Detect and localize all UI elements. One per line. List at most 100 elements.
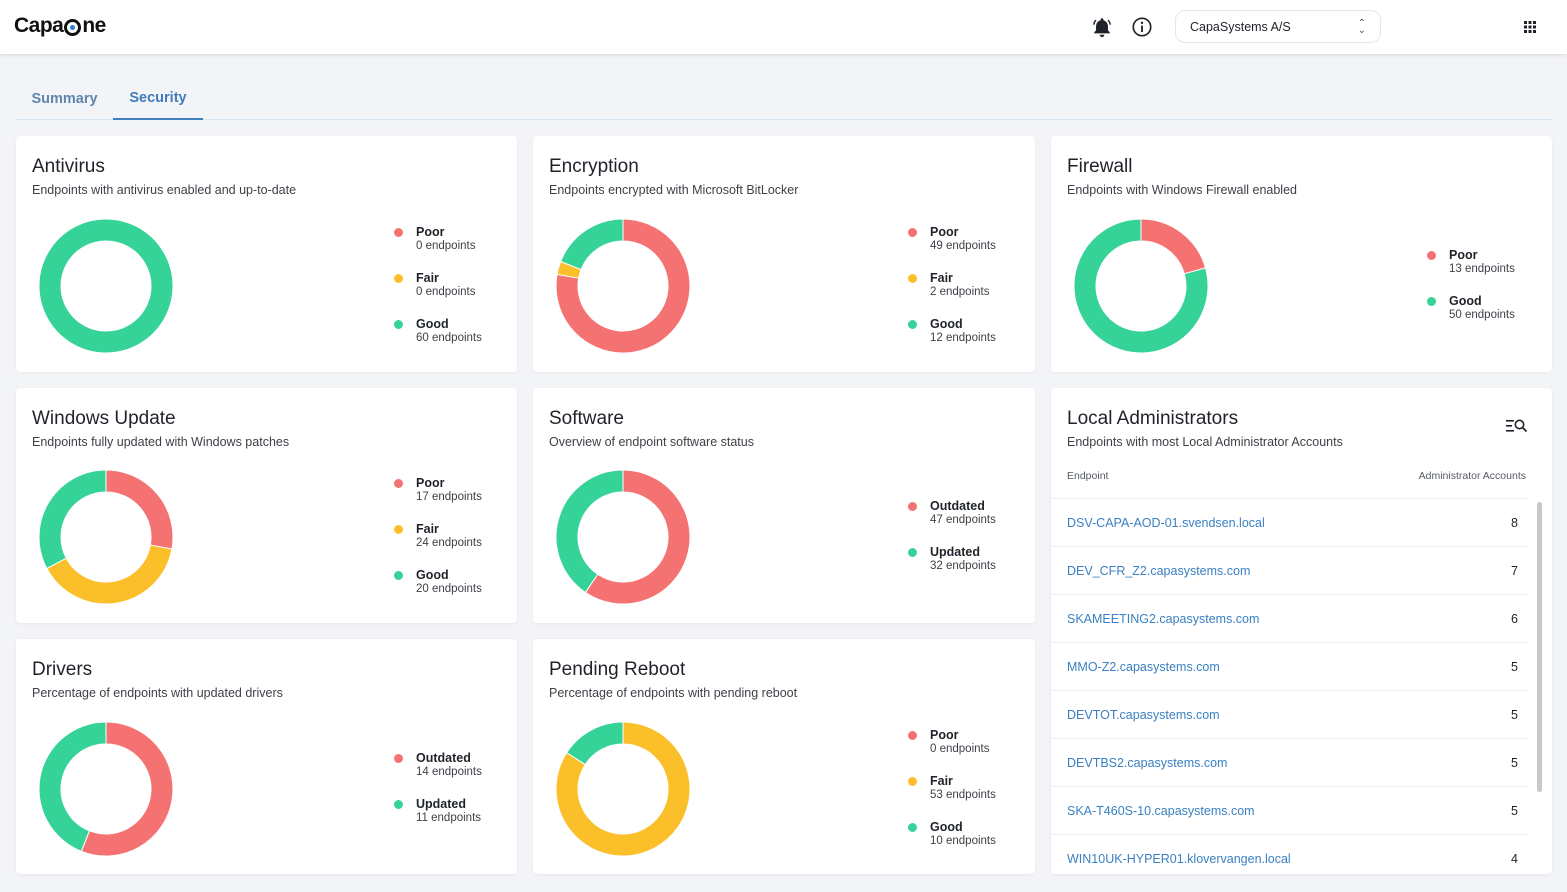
table-row: DSV-CAPA-AOD-01.svendsen.local 8 xyxy=(1051,498,1528,546)
legend-label: Good xyxy=(930,317,963,331)
tab-summary[interactable]: Summary xyxy=(31,91,98,107)
donut-slice-outdated[interactable] xyxy=(80,721,174,857)
admin-account-count: 6 xyxy=(1511,611,1518,626)
donut-slice-good[interactable] xyxy=(38,469,107,570)
donut-slice-good[interactable] xyxy=(559,218,624,271)
antivirus-legend: Poor 0 endpoints Fair 0 endpoints Good 60 end… xyxy=(394,225,482,363)
endpoint-link[interactable]: SKAMEETING2.capasystems.com xyxy=(1067,611,1260,626)
legend-label: Fair xyxy=(416,522,439,536)
legend-label: Poor xyxy=(930,728,959,742)
endpoint-link[interactable]: WIN10UK-HYPER01.klovervangen.local xyxy=(1067,851,1291,866)
legend-label: Outdated xyxy=(416,751,471,765)
legend-dot-icon xyxy=(394,571,403,580)
legend-item-poor[interactable]: Poor 17 endpoints xyxy=(394,476,482,522)
legend-item-updated[interactable]: Updated 32 endpoints xyxy=(908,545,996,591)
donut-slice-outdated[interactable] xyxy=(584,469,691,605)
legend-item-good[interactable]: Good 20 endpoints xyxy=(394,568,482,614)
capaone-logo[interactable]: Capa ne xyxy=(14,14,106,38)
pending-reboot-donut-chart[interactable] xyxy=(555,721,691,857)
apps-grid-icon[interactable] xyxy=(1520,17,1540,37)
legend-dot-icon xyxy=(394,320,403,329)
tab-security[interactable]: Security xyxy=(113,78,203,120)
legend-item-good[interactable]: Good 60 endpoints xyxy=(394,317,482,363)
legend-item-fair[interactable]: Fair 53 endpoints xyxy=(908,774,996,820)
legend-count: 10 endpoints xyxy=(930,835,996,847)
legend-item-poor[interactable]: Poor 13 endpoints xyxy=(1427,248,1515,294)
endpoint-link[interactable]: DEV_CFR_Z2.capasystems.com xyxy=(1067,563,1251,578)
legend-count: 17 endpoints xyxy=(416,491,482,503)
drivers-card: Drivers Percentage of endpoints with upd… xyxy=(16,639,517,874)
legend-dot-icon xyxy=(908,274,917,283)
legend-count: 32 endpoints xyxy=(930,560,996,572)
legend-label: Poor xyxy=(416,476,445,490)
legend-item-good[interactable]: Good 12 endpoints xyxy=(908,317,996,363)
card-subtitle: Endpoints with antivirus enabled and up-… xyxy=(32,183,297,197)
admin-table-header: Endpoint Administrator Accounts xyxy=(1067,470,1526,482)
donut-slice-good[interactable] xyxy=(1073,218,1209,354)
legend-label: Poor xyxy=(930,225,959,239)
donut-slice-poor[interactable] xyxy=(1140,218,1207,275)
endpoint-link[interactable]: DEVTBS2.capasystems.com xyxy=(1067,755,1228,770)
legend-count: 2 endpoints xyxy=(930,286,990,298)
card-title: Windows Update xyxy=(32,408,176,429)
encryption-donut-chart[interactable] xyxy=(555,218,691,354)
legend-item-poor[interactable]: Poor 0 endpoints xyxy=(394,225,482,271)
endpoint-link[interactable]: MMO-Z2.capasystems.com xyxy=(1067,659,1220,674)
legend-item-fair[interactable]: Fair 2 endpoints xyxy=(908,271,996,317)
firewall-card: Firewall Endpoints with Windows Firewall… xyxy=(1051,136,1552,372)
donut-slice-poor[interactable] xyxy=(555,218,691,354)
donut-slice-updated[interactable] xyxy=(38,721,107,852)
legend-dot-icon xyxy=(908,320,917,329)
legend-dot-icon xyxy=(394,525,403,534)
donut-slice-good[interactable] xyxy=(566,721,624,766)
legend-item-outdated[interactable]: Outdated 47 endpoints xyxy=(908,499,996,545)
tab-bar: Summary Security xyxy=(16,78,1551,120)
search-list-icon[interactable] xyxy=(1506,418,1528,434)
donut-slice-updated[interactable] xyxy=(555,469,624,594)
software-donut-chart[interactable] xyxy=(555,469,691,605)
legend-item-poor[interactable]: Poor 49 endpoints xyxy=(908,225,996,271)
legend-item-outdated[interactable]: Outdated 14 endpoints xyxy=(394,751,482,797)
endpoint-link[interactable]: DEVTOT.capasystems.com xyxy=(1067,707,1220,722)
legend-label: Fair xyxy=(416,271,439,285)
legend-item-updated[interactable]: Updated 11 endpoints xyxy=(394,797,482,843)
legend-count: 14 endpoints xyxy=(416,766,482,778)
donut-slice-good[interactable] xyxy=(38,218,174,354)
organization-select[interactable]: CapaSystems A/S ⌃ ⌄ xyxy=(1175,10,1381,43)
admin-account-count: 7 xyxy=(1511,563,1518,578)
card-subtitle: Endpoints fully updated with Windows pat… xyxy=(32,435,290,449)
legend-dot-icon xyxy=(394,754,403,763)
endpoint-link[interactable]: SKA-T460S-10.capasystems.com xyxy=(1067,803,1255,818)
firewall-donut-chart[interactable] xyxy=(1073,218,1209,354)
endpoint-link[interactable]: DSV-CAPA-AOD-01.svendsen.local xyxy=(1067,515,1265,530)
legend-dot-icon xyxy=(1427,297,1436,306)
legend-dot-icon xyxy=(908,731,917,740)
legend-dot-icon xyxy=(394,800,403,809)
legend-dot-icon xyxy=(908,777,917,786)
card-title: Firewall xyxy=(1067,156,1133,177)
legend-item-fair[interactable]: Fair 24 endpoints xyxy=(394,522,482,568)
legend-count: 12 endpoints xyxy=(930,332,996,344)
encryption-card: Encryption Endpoints encrypted with Micr… xyxy=(533,136,1035,372)
pending-reboot-card: Pending Reboot Percentage of endpoints w… xyxy=(533,639,1035,874)
card-subtitle: Overview of endpoint software status xyxy=(549,435,754,449)
scrollbar[interactable] xyxy=(1537,502,1542,792)
legend-item-good[interactable]: Good 50 endpoints xyxy=(1427,294,1515,340)
donut-slice-fair[interactable] xyxy=(46,544,173,605)
windows-update-donut-chart[interactable] xyxy=(38,469,174,605)
table-row: DEVTOT.capasystems.com 5 xyxy=(1051,690,1528,738)
legend-count: 53 endpoints xyxy=(930,789,996,801)
drivers-donut-chart[interactable] xyxy=(38,721,174,857)
windows-update-legend: Poor 17 endpoints Fair 24 endpoints Good 20 e… xyxy=(394,476,482,614)
legend-item-good[interactable]: Good 10 endpoints xyxy=(908,820,996,866)
legend-label: Updated xyxy=(416,797,466,811)
bell-icon[interactable] xyxy=(1090,15,1114,39)
info-icon[interactable] xyxy=(1130,15,1154,39)
donut-slice-fair[interactable] xyxy=(555,721,691,857)
donut-slice-poor[interactable] xyxy=(105,469,174,550)
organization-select-value: CapaSystems A/S xyxy=(1190,19,1291,34)
legend-dot-icon xyxy=(1427,251,1436,260)
antivirus-donut-chart[interactable] xyxy=(38,218,174,354)
legend-item-fair[interactable]: Fair 0 endpoints xyxy=(394,271,482,317)
legend-item-poor[interactable]: Poor 0 endpoints xyxy=(908,728,996,774)
